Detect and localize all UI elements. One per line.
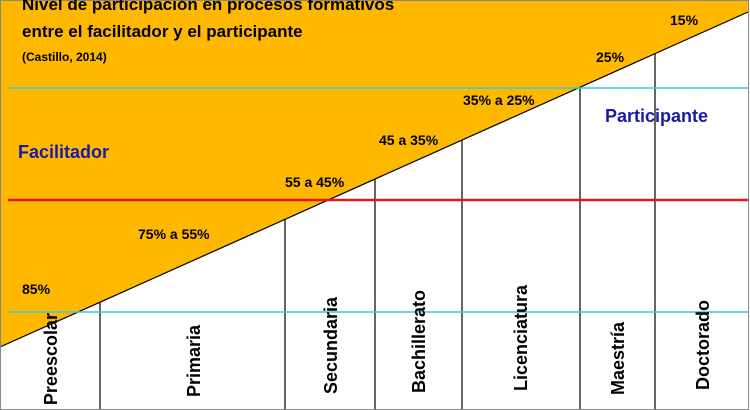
facilitator-label: Facilitador: [18, 142, 109, 162]
percentage: 35% a 25%: [463, 92, 535, 108]
percentage: 25%: [596, 49, 625, 65]
facilitator-area: [0, 0, 748, 347]
source: (Castillo, 2014): [22, 50, 107, 64]
level-label: Doctorado: [693, 300, 713, 390]
level-label: Maestría: [608, 321, 628, 395]
level-label: Secundaria: [321, 296, 341, 394]
title-line: Nivel de participación en procesos forma…: [22, 0, 394, 14]
percentage: 15%: [670, 12, 699, 28]
participant-label: Participante: [605, 106, 708, 126]
percentage: 55 a 45%: [285, 174, 345, 190]
column-lines: [99, 54, 656, 410]
level-label: Bachillerato: [409, 290, 429, 393]
percentage: 45 a 35%: [379, 132, 439, 148]
percentage: 85%: [22, 281, 51, 297]
level-label: Preescolar: [41, 313, 61, 405]
percentage: 75% a 55%: [138, 226, 210, 242]
diagonal: [0, 11, 749, 348]
level-label: Primaria: [184, 324, 204, 397]
level-label: Licenciatura: [511, 284, 531, 391]
title-line: entre el facilitador y el participante: [22, 22, 303, 41]
